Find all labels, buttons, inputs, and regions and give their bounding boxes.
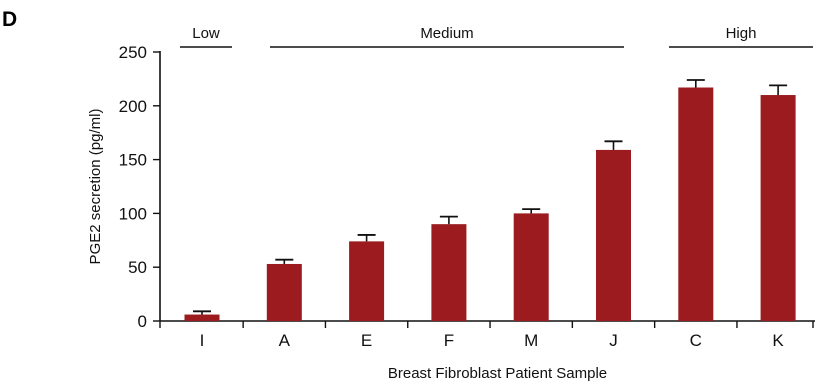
x-tick-label: I [200, 331, 205, 350]
y-tick-label: 100 [119, 204, 147, 223]
y-axis-title: PGE2 secretion (pg/ml) [87, 109, 104, 265]
x-tick-label: E [361, 331, 372, 350]
error-bars [193, 79, 788, 315]
x-tick-label: A [279, 331, 291, 350]
bar-F [431, 224, 467, 321]
panel-letter: D [2, 8, 17, 31]
x-tick-label: K [772, 331, 784, 350]
y-tick-label: 150 [119, 151, 147, 170]
bar-I [184, 314, 220, 321]
y-tick-label: 250 [119, 43, 147, 62]
y-tick-label: 200 [119, 97, 147, 116]
x-tick-label: M [524, 331, 538, 350]
bar-C [678, 87, 714, 322]
x-tick-label: J [609, 331, 618, 350]
group-label-low: Low [192, 25, 220, 42]
x-axis-title: Breast Fibroblast Patient Sample [388, 365, 607, 382]
group-brackets: Low Medium High [180, 25, 813, 48]
y-tick-label: 0 [138, 312, 147, 331]
bar-A [266, 263, 302, 321]
group-label-high: High [726, 25, 757, 42]
x-tick-label: C [690, 331, 702, 350]
group-label-medium: Medium [420, 25, 473, 42]
y-tick-label: 50 [128, 258, 147, 277]
bar-J [596, 149, 631, 321]
bar-E [349, 241, 385, 321]
x-tick-label: F [444, 331, 454, 350]
bars [184, 87, 796, 322]
y-ticks: 0 50 100 150 200 250 [119, 43, 160, 331]
bar-K [760, 95, 796, 321]
bar-M [513, 213, 549, 321]
